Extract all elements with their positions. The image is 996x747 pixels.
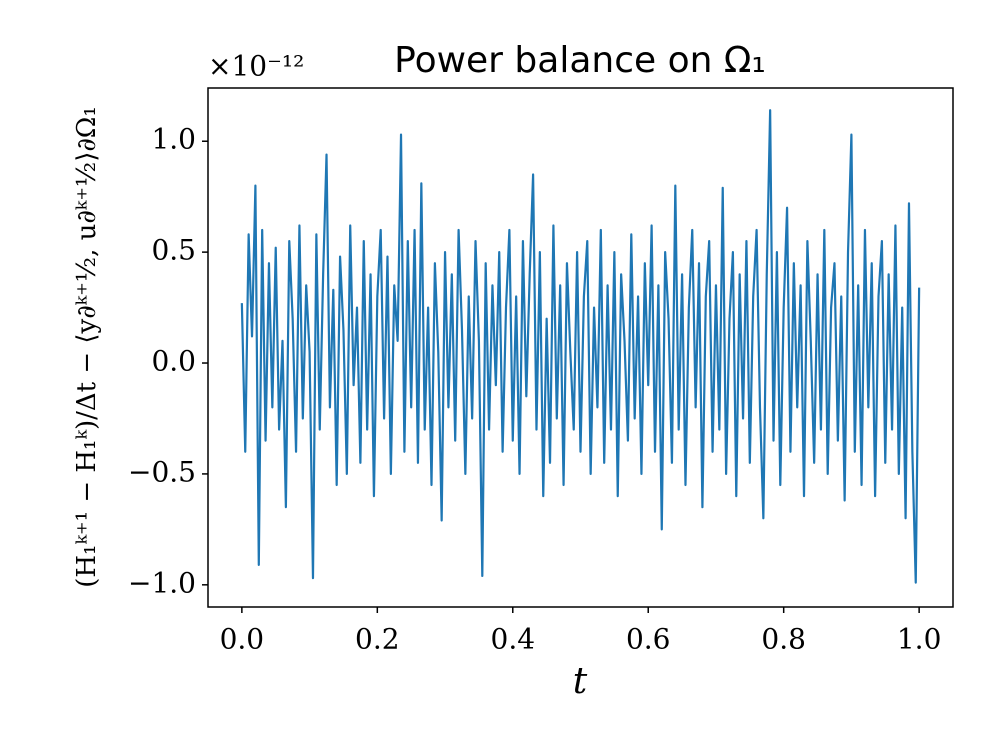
y-tick-label: 0.0: [151, 345, 196, 378]
line-series: [240, 109, 921, 584]
x-axis-label: t: [573, 661, 588, 702]
axes-frame: [207, 87, 954, 608]
x-tick-label: 0.8: [761, 623, 806, 656]
x-tick-label: 0.6: [626, 623, 671, 656]
offset-text: ×10⁻¹²: [208, 50, 304, 83]
x-tick-label: 0.0: [220, 623, 265, 656]
y-axis-label: (H₁ᵏ⁺¹ − H₁ᵏ)/Δt − ⟨y∂ᵏ⁺½, u∂ᵏ⁺½⟩∂Ω₁: [72, 106, 102, 588]
x-tick-label: 0.4: [491, 623, 536, 656]
y-tick-label: −1.0: [128, 566, 196, 599]
y-tick-label: −0.5: [128, 455, 196, 488]
y-tick-label: 1.0: [151, 123, 196, 156]
x-tick-label: 0.2: [355, 623, 400, 656]
y-tick-label: 0.5: [151, 234, 196, 267]
chart-title: Power balance on Ω₁: [394, 40, 766, 81]
x-tick-label: 1.0: [897, 623, 942, 656]
